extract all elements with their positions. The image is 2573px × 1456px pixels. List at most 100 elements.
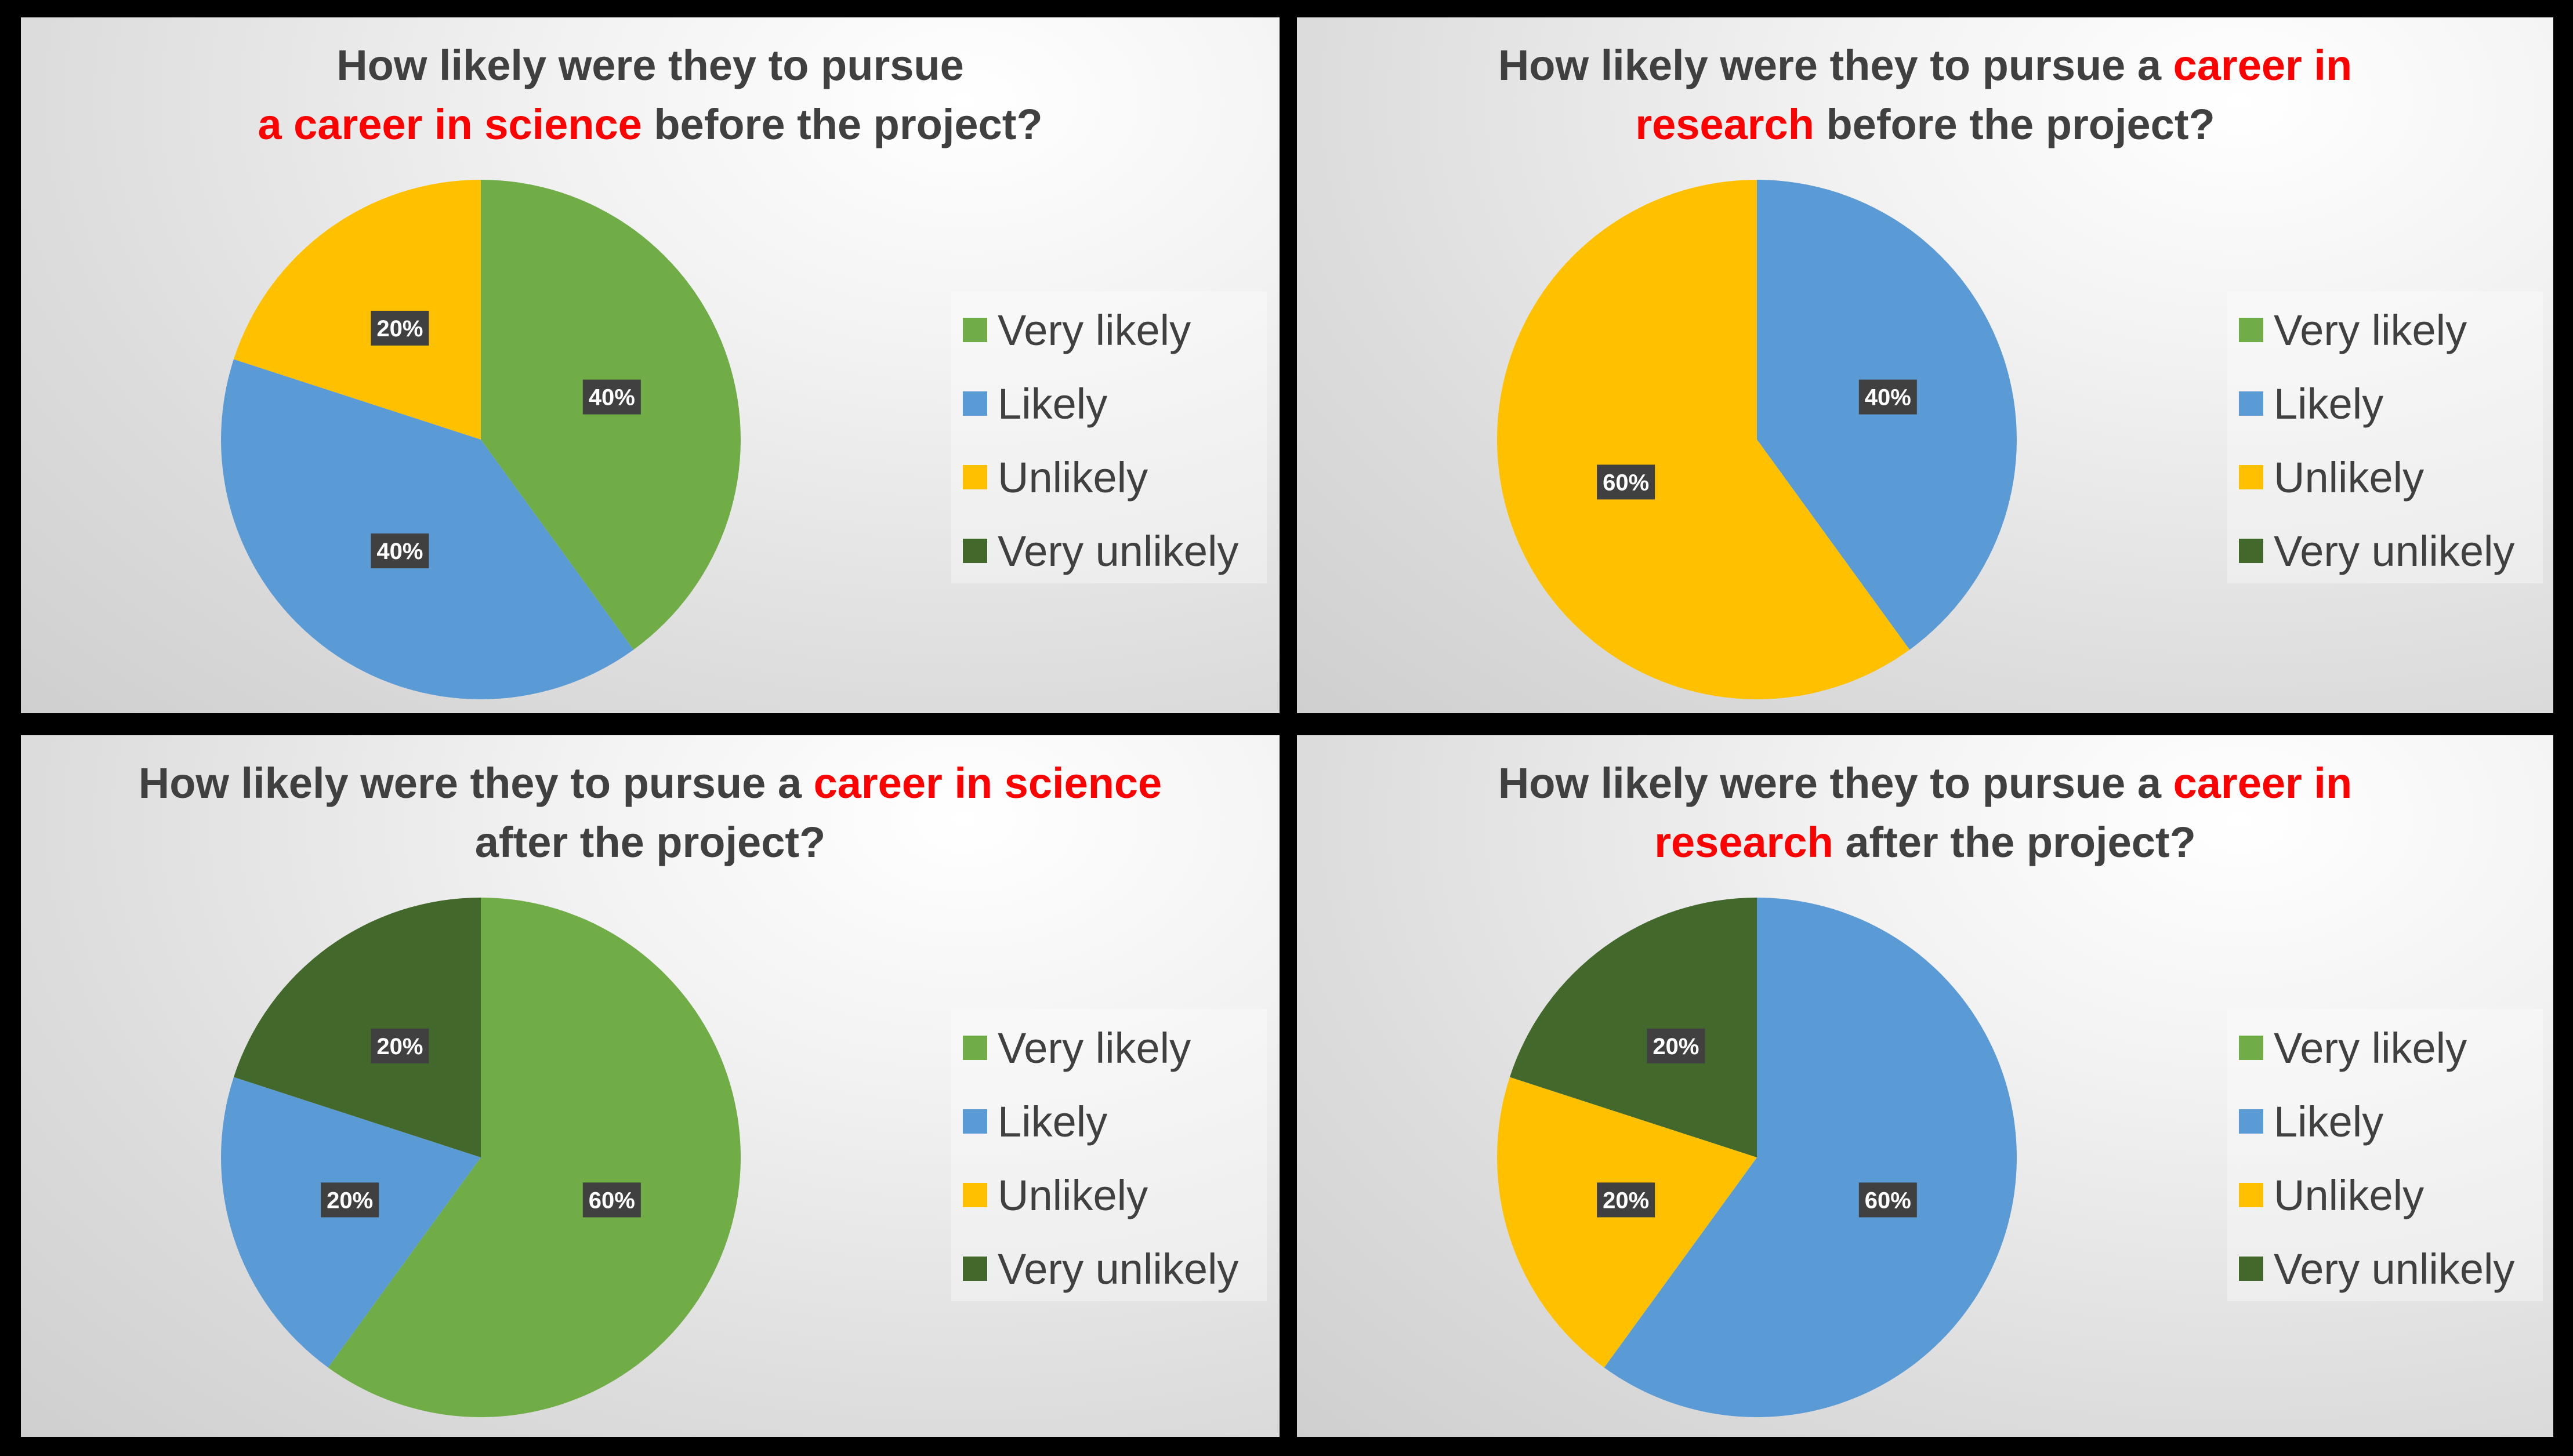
chart-title: How likely were they to pursue a career … — [21, 36, 1280, 154]
legend-label: Likely — [2274, 1097, 2384, 1146]
legend-label: Very unlikely — [998, 1244, 1239, 1293]
title-suffix: after the project? — [474, 818, 826, 866]
legend-label: Likely — [998, 1097, 1108, 1146]
pie-slice-very-likely — [328, 898, 741, 1417]
legend-item-very-unlikely: Very unlikely — [963, 1243, 1238, 1295]
chart-panel-research-before: How likely were they to pursue a career … — [1297, 17, 2553, 713]
legend-label: Unlikely — [2274, 1171, 2425, 1219]
data-label: 20% — [371, 1028, 429, 1063]
title-prefix: How likely were they to pursue a — [138, 759, 814, 807]
legend-item-unlikely: Unlikely — [2239, 451, 2424, 503]
legend: Very likely Likely Unlikely Very unlikel… — [2227, 291, 2543, 583]
pie-slice-very-likely — [481, 180, 741, 650]
legend-label: Very likely — [2274, 1023, 2467, 1072]
data-label-text: 60% — [1603, 470, 1649, 495]
title-prefix: How likely were they to pursue — [336, 41, 964, 89]
data-label-text: 20% — [376, 1034, 423, 1059]
legend-label: Very likely — [998, 1023, 1191, 1072]
legend-swatch — [2239, 539, 2263, 563]
data-label: 40% — [371, 533, 429, 569]
legend-swatch — [963, 1036, 987, 1060]
chart-title: How likely were they to pursue a career … — [1297, 36, 2553, 154]
legend-swatch — [2239, 465, 2263, 489]
legend-swatch — [963, 391, 987, 416]
data-label-text: 40% — [1865, 385, 1911, 411]
data-label-text: 60% — [1865, 1188, 1911, 1213]
data-label: 20% — [1597, 1182, 1655, 1218]
data-label: 60% — [1597, 464, 1655, 500]
legend-label: Likely — [998, 379, 1108, 428]
data-label-text: 40% — [376, 539, 423, 564]
title-highlight-part1: career in — [2173, 41, 2353, 89]
data-label-text: 20% — [327, 1188, 373, 1213]
data-label-box — [582, 1182, 641, 1218]
data-label-box — [1647, 1028, 1705, 1063]
data-label-text: 20% — [1603, 1188, 1649, 1213]
legend-swatch — [2239, 318, 2263, 342]
legend: Very likely Likely Unlikely Very unlikel… — [2227, 1009, 2543, 1301]
title-highlight: career in science — [813, 759, 1162, 807]
legend-item-likely: Likely — [2239, 1095, 2383, 1148]
legend-item-likely: Likely — [2239, 377, 2383, 430]
pie-chart: 60% 20% 20% — [221, 898, 741, 1417]
pie-chart: 40% 60% — [1497, 180, 2017, 699]
legend-item-likely: Likely — [963, 1095, 1107, 1148]
legend-item-very-likely: Very likely — [2239, 1022, 2467, 1074]
legend-item-unlikely: Unlikely — [2239, 1169, 2424, 1221]
pie-chart: 40% 40% 20% — [221, 180, 741, 699]
data-label-box — [371, 1028, 429, 1063]
legend-label: Unlikely — [998, 1171, 1148, 1219]
pie-slice-likely — [221, 1077, 481, 1368]
legend-swatch — [963, 1109, 987, 1134]
title-suffix: before the project? — [642, 100, 1043, 148]
chart-panel-research-after: How likely were they to pursue a career … — [1297, 735, 2553, 1437]
pie-slice-likely — [1757, 180, 2017, 650]
legend-label: Very likely — [998, 306, 1191, 354]
legend-label: Likely — [2274, 379, 2384, 428]
legend-swatch — [2239, 1183, 2263, 1207]
data-label-box — [321, 1182, 379, 1218]
legend-item-very-unlikely: Very unlikely — [2239, 525, 2514, 577]
title-suffix: before the project? — [1814, 100, 2215, 148]
data-label-box — [1858, 379, 1917, 415]
pie-slice-unlikely — [1497, 1077, 1757, 1368]
legend-label: Very likely — [2274, 306, 2467, 354]
data-label-box — [1858, 1182, 1917, 1218]
legend: Very likely Likely Unlikely Very unlikel… — [951, 291, 1267, 583]
legend-swatch — [963, 318, 987, 342]
data-label: 60% — [1858, 1182, 1917, 1218]
legend-swatch — [963, 1183, 987, 1207]
legend-item-very-likely: Very likely — [963, 304, 1191, 356]
legend-item-very-unlikely: Very unlikely — [2239, 1243, 2514, 1295]
chart-title: How likely were they to pursue a career … — [21, 754, 1280, 872]
pie-slice-unlikely — [1497, 180, 1910, 699]
data-label: 20% — [371, 310, 429, 346]
chart-title: How likely were they to pursue a career … — [1297, 754, 2553, 872]
legend-label: Unlikely — [998, 453, 1148, 502]
legend-item-unlikely: Unlikely — [963, 451, 1148, 503]
legend-item-unlikely: Unlikely — [963, 1169, 1148, 1221]
data-label: 20% — [321, 1182, 379, 1218]
title-highlight-part1: career in — [2173, 759, 2353, 807]
legend-swatch — [963, 539, 987, 563]
data-label-box — [582, 379, 641, 415]
data-label: 60% — [582, 1182, 641, 1218]
legend-item-very-unlikely: Very unlikely — [963, 525, 1238, 577]
legend-swatch — [2239, 391, 2263, 416]
data-label: 40% — [1858, 379, 1917, 415]
title-prefix: How likely were they to pursue a — [1498, 759, 2173, 807]
legend-item-likely: Likely — [963, 377, 1107, 430]
data-label: 20% — [1647, 1028, 1705, 1063]
legend-swatch — [2239, 1036, 2263, 1060]
pie-slice-likely — [221, 359, 634, 699]
legend-swatch — [2239, 1257, 2263, 1281]
legend-label: Very unlikely — [2274, 527, 2515, 575]
legend-swatch — [963, 465, 987, 489]
data-label-box — [1597, 1182, 1655, 1218]
title-prefix: How likely were they to pursue a — [1498, 41, 2173, 89]
chart-panel-science-after: How likely were they to pursue a career … — [21, 735, 1280, 1437]
pie-slice-very-unlikely — [233, 898, 481, 1157]
title-suffix: after the project? — [1833, 818, 2196, 866]
data-label: 40% — [582, 379, 641, 415]
data-label-text: 20% — [1652, 1034, 1699, 1059]
